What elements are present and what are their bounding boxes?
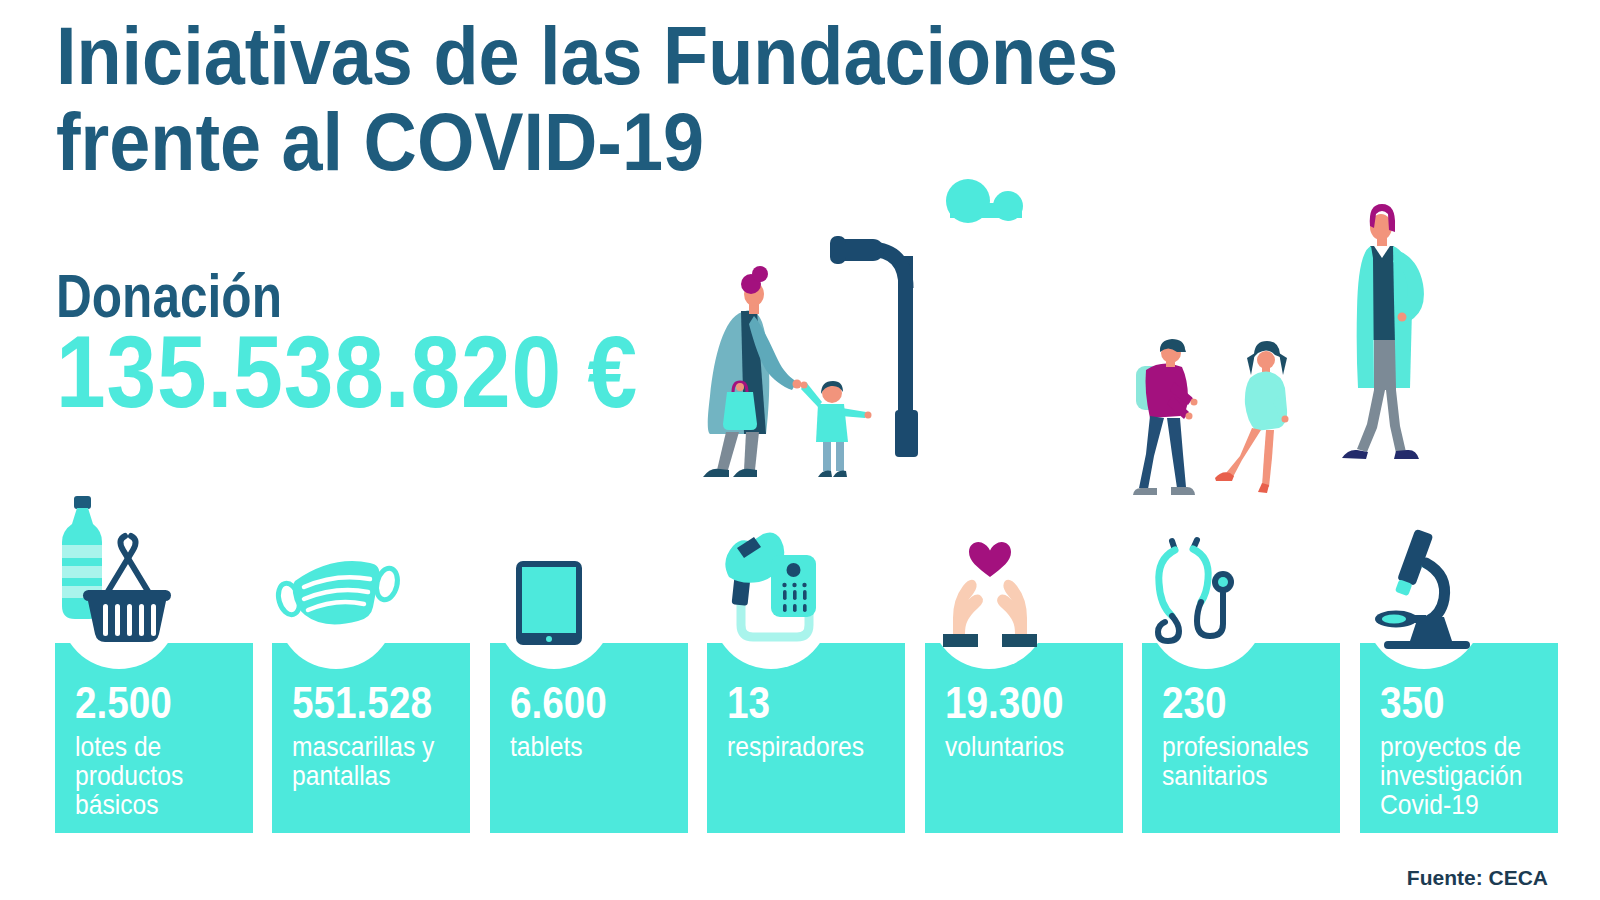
microscope-icon bbox=[1358, 525, 1488, 649]
stat-card-profesionales: 230 profesionales sanitarios bbox=[1142, 643, 1340, 833]
card-text: 6.600 tablets bbox=[510, 679, 658, 761]
source-credit: Fuente: CECA bbox=[1407, 866, 1548, 890]
card-value: 350 bbox=[1380, 679, 1528, 727]
card-label: mascarillas y pantallas bbox=[292, 732, 440, 790]
card-value: 6.600 bbox=[510, 679, 658, 727]
stat-card-voluntarios: 19.300 voluntarios bbox=[925, 643, 1123, 833]
stat-card-investigacion: 350 proyectos de investigación Covid-19 bbox=[1360, 643, 1558, 833]
card-text: 2.500 lotes de productos básicos bbox=[75, 679, 223, 819]
card-text: 551.528 mascarillas y pantallas bbox=[292, 679, 440, 790]
card-label: profesionales sanitarios bbox=[1162, 732, 1310, 790]
doctor-illustration bbox=[1342, 204, 1424, 459]
infographic-page: Iniciativas de las Fundaciones frente al… bbox=[0, 0, 1600, 900]
tablet-icon bbox=[516, 561, 582, 645]
bottle-basket-icon bbox=[55, 493, 190, 651]
card-label: tablets bbox=[510, 732, 658, 761]
card-label: lotes de productos básicos bbox=[75, 732, 223, 819]
card-text: 350 proyectos de investigación Covid-19 bbox=[1380, 679, 1528, 819]
card-value: 19.300 bbox=[945, 679, 1093, 727]
card-value: 551.528 bbox=[292, 679, 440, 727]
card-value: 230 bbox=[1162, 679, 1310, 727]
stat-card-respiradores: 13 respiradores bbox=[707, 643, 905, 833]
cloud-icon bbox=[946, 179, 1023, 223]
card-text: 13 respiradores bbox=[727, 679, 875, 761]
card-label: respiradores bbox=[727, 732, 875, 761]
respirator-icon bbox=[707, 527, 857, 647]
card-text: 230 profesionales sanitarios bbox=[1162, 679, 1310, 790]
boy-with-backpack-illustration bbox=[1133, 339, 1201, 495]
face-mask-icon bbox=[268, 539, 408, 643]
adult-with-child-illustration bbox=[703, 266, 872, 477]
girl-illustration bbox=[1215, 341, 1289, 493]
card-value: 2.500 bbox=[75, 679, 223, 727]
hands-heart-icon bbox=[915, 533, 1065, 647]
stethoscope-icon bbox=[1142, 533, 1262, 647]
card-text: 19.300 voluntarios bbox=[945, 679, 1093, 761]
card-label: proyectos de investigación Covid-19 bbox=[1380, 732, 1528, 819]
stat-card-tablets: 6.600 tablets bbox=[490, 643, 688, 833]
card-label: voluntarios bbox=[945, 732, 1093, 761]
stat-card-productos-basicos: 2.500 lotes de productos básicos bbox=[55, 643, 253, 833]
stat-card-mascarillas: 551.528 mascarillas y pantallas bbox=[272, 643, 470, 833]
card-value: 13 bbox=[727, 679, 875, 727]
